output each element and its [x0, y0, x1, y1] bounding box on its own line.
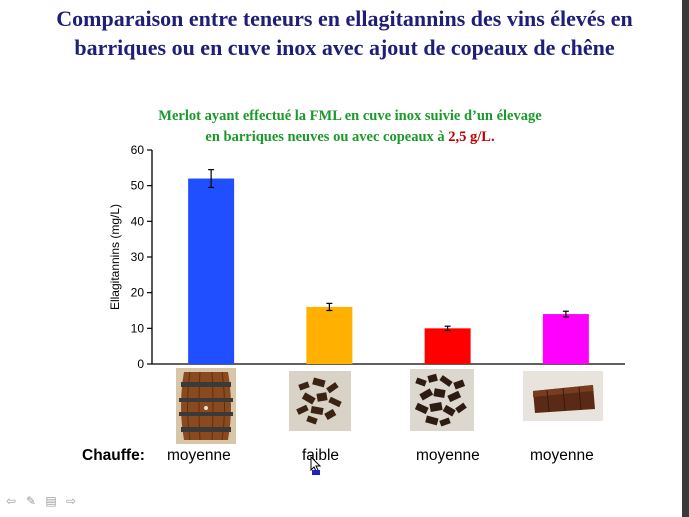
- subtitle-line-1: Merlot ayant effectué la FML en cuve ino…: [158, 108, 542, 124]
- y-axis-label: Ellagitannins (mg/L): [108, 204, 122, 310]
- y-tick-label: 50: [131, 179, 145, 193]
- oak-chips-image: [289, 371, 351, 431]
- title-line-2: barriques ou en cuve inox avec ajout de …: [74, 35, 615, 60]
- chauffe-value-4: moyenne: [530, 447, 594, 464]
- y-tick-label: 20: [131, 286, 145, 300]
- chart-subtitle: Merlot ayant effectué la FML en cuve ino…: [90, 106, 610, 148]
- y-tick-label: 30: [131, 250, 145, 264]
- bars: [188, 178, 589, 364]
- bar: [542, 314, 589, 364]
- subtitle-highlight: 2,5 g/L.: [448, 129, 495, 145]
- previous-arrow-icon[interactable]: ⇦: [5, 494, 17, 508]
- y-tick-label: 60: [131, 143, 145, 157]
- bar: [188, 178, 235, 364]
- y-tick-label: 10: [131, 321, 145, 335]
- chauffe-value-1: moyenne: [167, 447, 231, 464]
- next-arrow-icon[interactable]: ⇨: [65, 494, 77, 508]
- oak-chips-image: [410, 369, 474, 431]
- bar: [306, 306, 353, 364]
- subtitle-line-2-text: en barriques neuves ou avec copeaux à: [205, 129, 449, 145]
- error-bars: [208, 169, 569, 332]
- oak-staves-image: [523, 371, 603, 421]
- chauffe-value-3: moyenne: [416, 447, 480, 464]
- y-tick-label: 40: [131, 214, 145, 228]
- slide-nav[interactable]: ⇦ ✎ ▤ ⇨: [4, 494, 78, 510]
- cursor-marker: [312, 470, 320, 475]
- menu-icon[interactable]: ▤: [45, 494, 57, 508]
- pen-icon[interactable]: ✎: [25, 494, 37, 508]
- bar: [424, 328, 471, 364]
- chauffe-label: Chauffe:: [82, 447, 145, 464]
- slide-title: Comparaison entre teneurs en ellagitanni…: [0, 4, 689, 62]
- y-ticks: 0 10 20 30 40 50 60: [131, 143, 152, 371]
- y-tick-label: 0: [137, 357, 144, 371]
- title-line-1: Comparaison entre teneurs en ellagitanni…: [56, 6, 633, 31]
- subtitle-line-2: en barriques neuves ou avec copeaux à 2,…: [90, 127, 610, 148]
- barrel-image: [176, 368, 236, 444]
- window-edge: [682, 0, 689, 517]
